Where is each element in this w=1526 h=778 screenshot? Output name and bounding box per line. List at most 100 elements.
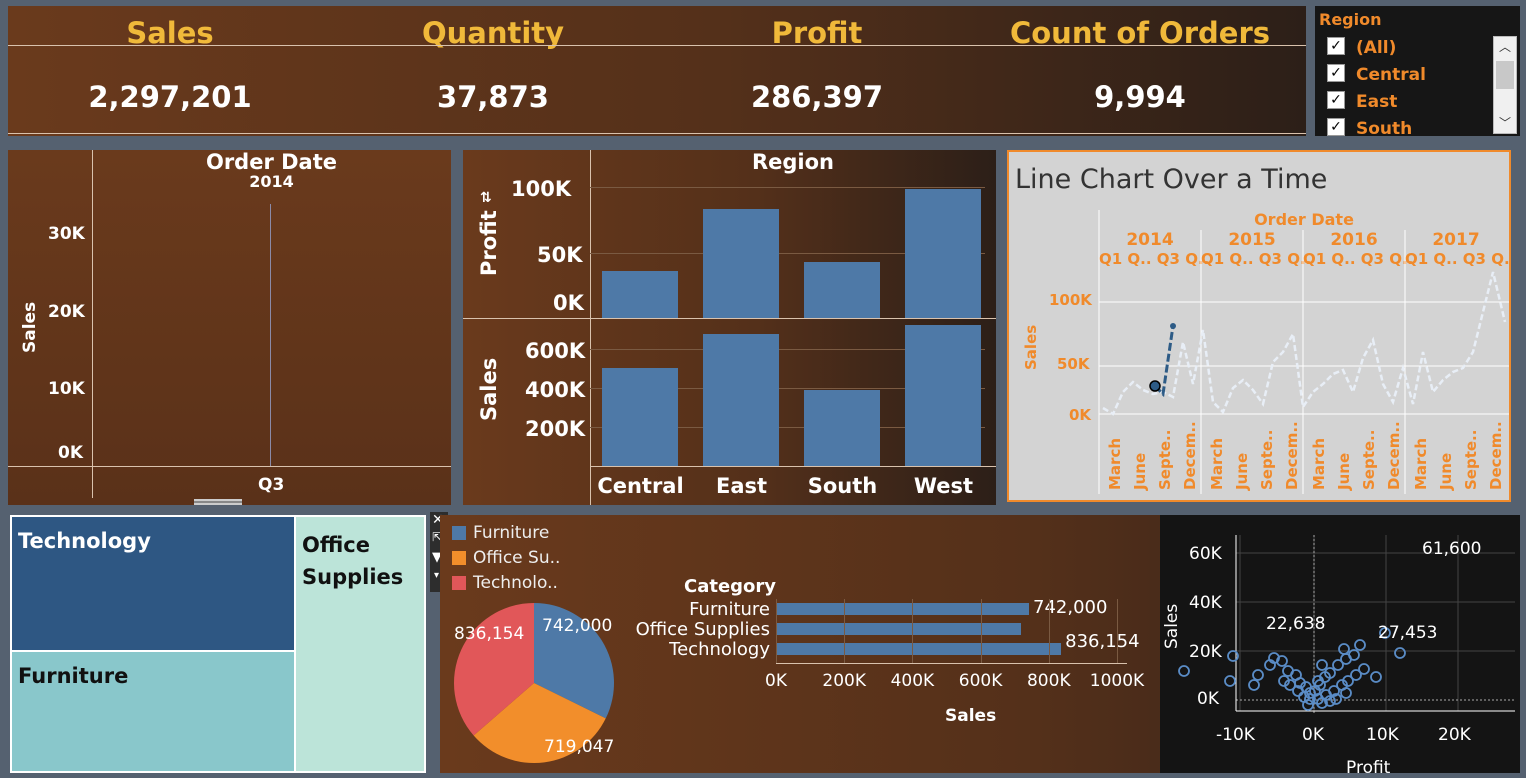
sales-tick-200k: 200K bbox=[525, 417, 586, 441]
scroll-up-icon[interactable]: ︿ bbox=[1498, 40, 1511, 54]
scatter-point[interactable] bbox=[1338, 643, 1350, 655]
hbar-grid-line bbox=[912, 599, 914, 663]
hbar-office-supplies[interactable] bbox=[776, 623, 1022, 635]
scatter-point[interactable] bbox=[1379, 627, 1391, 639]
scatter-point[interactable] bbox=[1302, 699, 1314, 711]
year-2016: 2016 bbox=[1330, 230, 1378, 250]
kpi-bottom-line bbox=[8, 133, 1306, 134]
line-y-tick-50k: 50K bbox=[1057, 355, 1090, 373]
scatter-point[interactable] bbox=[1278, 675, 1290, 687]
treemap-furniture[interactable]: Furniture bbox=[12, 652, 294, 771]
scatter-point[interactable] bbox=[1178, 665, 1190, 677]
hbar-x-tick: 1000K bbox=[1089, 671, 1145, 691]
legend-swatch bbox=[452, 551, 466, 565]
scatter-point[interactable] bbox=[1354, 639, 1366, 651]
scatter-point[interactable] bbox=[1394, 647, 1406, 659]
line-chart-plot bbox=[1098, 210, 1509, 494]
scatter-x-tick-10k: 10K bbox=[1366, 725, 1399, 745]
hbar-value-label: 836,154 bbox=[1065, 631, 1140, 652]
popout-icon[interactable]: ⇱ bbox=[432, 530, 443, 544]
scatter-point[interactable] bbox=[1358, 663, 1370, 675]
checkbox-checked-icon[interactable]: ✓ bbox=[1327, 37, 1345, 55]
scatter-point[interactable] bbox=[1312, 693, 1324, 705]
checkbox-checked-icon[interactable]: ✓ bbox=[1327, 91, 1345, 109]
scatter-point[interactable] bbox=[1350, 669, 1362, 681]
order-date-year: 2014 bbox=[249, 172, 294, 191]
region-tick-west: West bbox=[913, 474, 974, 498]
scatter-point[interactable] bbox=[1224, 675, 1236, 687]
region-option-east[interactable]: ✓ East bbox=[1327, 91, 1487, 115]
region-option-all[interactable]: ✓ (All) bbox=[1327, 37, 1487, 61]
close-icon[interactable]: ✕ bbox=[432, 512, 444, 528]
profit-bar-south[interactable] bbox=[804, 262, 880, 318]
sales-bar-south[interactable] bbox=[804, 389, 880, 466]
hbar-grid-line bbox=[1117, 599, 1118, 663]
scatter-point[interactable] bbox=[1264, 659, 1276, 671]
scatter-point[interactable] bbox=[1227, 650, 1239, 662]
scatter-point[interactable] bbox=[1324, 695, 1336, 707]
scatter-x-tick-0k: 0K bbox=[1302, 725, 1324, 745]
hbar-chart: Furniture Office Supplies Technology 742,00… bbox=[440, 515, 1180, 773]
scatter-point[interactable] bbox=[1340, 687, 1352, 699]
scatter-point[interactable] bbox=[1342, 675, 1354, 687]
x-axis-line bbox=[8, 466, 451, 467]
scatter-point[interactable] bbox=[1324, 667, 1336, 679]
scatter-point[interactable] bbox=[1316, 659, 1328, 671]
checkbox-checked-icon[interactable]: ✓ bbox=[1327, 64, 1345, 82]
hbar-technology[interactable] bbox=[776, 643, 1062, 655]
month-label: June bbox=[1233, 452, 1251, 490]
scatter-point[interactable] bbox=[1292, 685, 1304, 697]
region-option-south[interactable]: ✓ South bbox=[1327, 118, 1487, 136]
treemap-furniture-label: Furniture bbox=[18, 664, 129, 688]
y-tick-30k: 30K bbox=[48, 224, 85, 244]
profit-bar-central[interactable] bbox=[602, 270, 678, 318]
treemap-office-supplies[interactable]: Office Supplies bbox=[296, 517, 424, 771]
scatter-point[interactable] bbox=[1348, 649, 1360, 661]
scatter-point[interactable] bbox=[1370, 671, 1382, 683]
sales-bar-central[interactable] bbox=[602, 368, 678, 466]
order-date-header: Order Date bbox=[205, 150, 338, 174]
year-2017: 2017 bbox=[1432, 230, 1480, 250]
scatter-point[interactable] bbox=[1328, 685, 1340, 697]
scroll-thumb[interactable] bbox=[1496, 61, 1514, 89]
resize-handle[interactable] bbox=[194, 499, 242, 505]
profit-bar-west[interactable] bbox=[905, 188, 981, 318]
scatter-y-tick-20k: 20K bbox=[1189, 642, 1222, 662]
pie-slice-technology[interactable] bbox=[454, 603, 534, 736]
sales-bar-west[interactable] bbox=[905, 324, 981, 466]
pie-slice-furniture[interactable] bbox=[534, 603, 614, 719]
hbar-furniture[interactable] bbox=[776, 603, 1030, 615]
pie-slice-office-supplies[interactable] bbox=[473, 683, 606, 763]
sort-icon[interactable]: ⇅ bbox=[480, 190, 492, 206]
scatter-x-tick-20k: 20K bbox=[1438, 725, 1471, 745]
scatter-svg bbox=[1178, 535, 1515, 715]
sales-bar-east[interactable] bbox=[703, 333, 779, 466]
month-label: June bbox=[1131, 452, 1149, 490]
profit-bar-east[interactable] bbox=[703, 209, 779, 318]
month-label: Septe.. bbox=[1258, 429, 1276, 490]
scatter-point[interactable] bbox=[1284, 679, 1296, 691]
scatter-point[interactable] bbox=[1330, 693, 1342, 705]
hbar-grid-line bbox=[844, 599, 846, 663]
scatter-point[interactable] bbox=[1312, 675, 1324, 687]
treemap-technology[interactable]: Technology bbox=[12, 517, 294, 650]
category-header: Category bbox=[684, 576, 777, 597]
region-option-central[interactable]: ✓ Central bbox=[1327, 64, 1487, 88]
more-options-icon[interactable]: ▾ bbox=[434, 570, 440, 581]
scatter-point[interactable] bbox=[1248, 679, 1260, 691]
checkbox-checked-icon[interactable]: ✓ bbox=[1327, 118, 1345, 136]
scatter-point[interactable] bbox=[1304, 693, 1316, 705]
hbar-grid-line bbox=[776, 599, 777, 663]
profit-tick-100k: 100K bbox=[511, 177, 572, 201]
scatter-point[interactable] bbox=[1316, 697, 1328, 709]
filter-icon[interactable]: ▼ bbox=[432, 550, 442, 565]
scatter-point[interactable] bbox=[1252, 669, 1264, 681]
month-label: June bbox=[1437, 452, 1455, 490]
scatter-point[interactable] bbox=[1276, 655, 1288, 667]
scroll-down-icon[interactable]: ﹀ bbox=[1498, 116, 1511, 130]
scatter-point[interactable] bbox=[1332, 659, 1344, 671]
hbar-xlabel: Sales bbox=[945, 706, 997, 726]
filter-scrollbar[interactable]: ︿ ﹀ bbox=[1493, 36, 1517, 134]
kpi-orders-label: Count of Orders bbox=[1009, 16, 1271, 50]
region-tick-central: Central bbox=[597, 474, 684, 498]
